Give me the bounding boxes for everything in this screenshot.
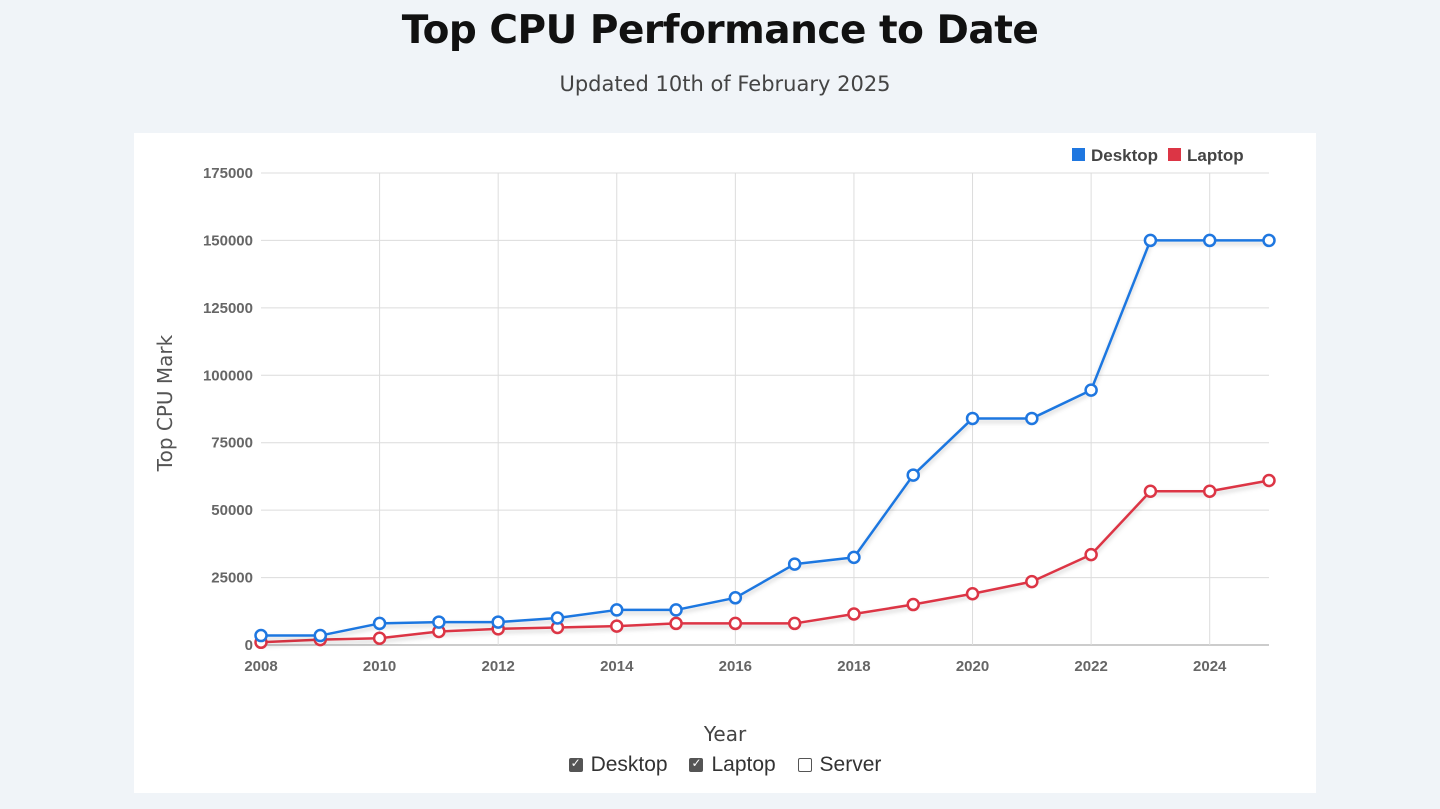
- desktop-point[interactable]: [728, 591, 743, 605]
- desktop-point[interactable]: [432, 615, 446, 629]
- x-axis-label: Year: [703, 722, 747, 746]
- laptop-checkbox-label: Laptop: [711, 753, 776, 776]
- legend-item-desktop[interactable]: Desktop: [1072, 146, 1158, 165]
- laptop-checkbox[interactable]: Laptop: [689, 753, 776, 777]
- x-tick-label: 2016: [719, 658, 752, 675]
- desktop-point[interactable]: [1143, 233, 1158, 248]
- x-tick-label: 2012: [481, 658, 514, 675]
- x-axis-ticks: 2008 2010 2012 2014 2016 2018 2020 2022 2024: [244, 658, 1227, 675]
- x-tick-label: 2018: [837, 658, 870, 675]
- desktop-checkbox-label: Desktop: [590, 753, 668, 776]
- server-checkbox[interactable]: Server: [797, 753, 882, 777]
- desktop-series: [254, 233, 1276, 643]
- desktop-checkbox[interactable]: Desktop: [568, 753, 668, 777]
- laptop-point[interactable]: [1084, 547, 1098, 562]
- desktop-point[interactable]: [1262, 233, 1276, 248]
- laptop-checkbox-box[interactable]: [689, 756, 704, 772]
- laptop-point[interactable]: [728, 616, 743, 631]
- x-tick-label: 2014: [600, 658, 634, 675]
- grid: [261, 172, 1269, 646]
- legend-swatch: [1168, 148, 1181, 161]
- laptop-point[interactable]: [669, 616, 683, 631]
- laptop-point[interactable]: [906, 597, 920, 612]
- desktop-point[interactable]: [491, 615, 505, 629]
- laptop-point[interactable]: [847, 607, 861, 621]
- desktop-checkbox-box[interactable]: [568, 756, 583, 772]
- desktop-point[interactable]: [669, 603, 683, 617]
- y-tick-label: 175000: [203, 165, 253, 182]
- y-tick-label: 0: [245, 637, 253, 654]
- legend-item-laptop[interactable]: Laptop: [1168, 146, 1244, 165]
- laptop-point[interactable]: [1143, 484, 1158, 499]
- laptop-line: [260, 479, 1270, 644]
- page-subtitle: Updated 10th of February 2025: [559, 72, 891, 96]
- laptop-point[interactable]: [787, 616, 802, 631]
- desktop-point[interactable]: [254, 628, 268, 643]
- line-chart: 0 25000 50000 75000 100000 125000 150000 175000…: [153, 146, 1276, 746]
- x-tick-label: 2022: [1074, 658, 1107, 675]
- y-axis-label: Top CPU Mark: [153, 334, 177, 472]
- desktop-point[interactable]: [550, 611, 565, 625]
- y-tick-label: 125000: [203, 300, 253, 317]
- legend-label: Desktop: [1091, 146, 1158, 165]
- server-checkbox-label: Server: [819, 753, 882, 776]
- server-checkbox-box[interactable]: [797, 758, 812, 772]
- x-tick-label: 2024: [1193, 658, 1227, 675]
- laptop-point[interactable]: [372, 631, 387, 646]
- page-title: Top CPU Performance to Date: [401, 8, 1039, 53]
- desktop-point[interactable]: [313, 628, 328, 643]
- desktop-point[interactable]: [965, 411, 980, 426]
- desktop-point[interactable]: [906, 468, 920, 482]
- desktop-point[interactable]: [372, 616, 387, 631]
- desktop-line: [261, 239, 1269, 637]
- laptop-point[interactable]: [1025, 574, 1039, 589]
- y-axis-ticks: 0 25000 50000 75000 100000 125000 150000 175000: [203, 165, 253, 654]
- desktop-point[interactable]: [1084, 383, 1098, 397]
- desktop-point[interactable]: [1202, 233, 1217, 248]
- x-tick-label: 2020: [956, 658, 989, 675]
- desktop-point[interactable]: [787, 557, 802, 571]
- laptop-point[interactable]: [965, 587, 980, 601]
- x-tick-label: 2008: [244, 658, 277, 675]
- chart-card: 0 25000 50000 75000 100000 125000 150000 175000…: [134, 133, 1316, 793]
- legend[interactable]: Desktop Laptop: [1072, 146, 1244, 165]
- desktop-point[interactable]: [847, 550, 861, 565]
- desktop-point[interactable]: [610, 603, 624, 617]
- y-tick-label: 75000: [211, 435, 253, 452]
- y-tick-label: 25000: [211, 570, 253, 587]
- series-toggle-controls: Desktop Laptop Server: [134, 753, 1316, 778]
- legend-swatch: [1072, 148, 1085, 161]
- desktop-point[interactable]: [1025, 411, 1039, 426]
- y-tick-label: 50000: [211, 502, 253, 519]
- laptop-point[interactable]: [1202, 484, 1217, 499]
- x-tick-label: 2010: [363, 658, 396, 675]
- laptop-series: [254, 473, 1276, 650]
- legend-label: Laptop: [1187, 146, 1244, 165]
- laptop-point[interactable]: [1262, 473, 1276, 488]
- y-tick-label: 150000: [203, 232, 253, 249]
- series-group: [254, 233, 1276, 650]
- laptop-point[interactable]: [610, 619, 624, 633]
- y-tick-label: 100000: [203, 367, 253, 384]
